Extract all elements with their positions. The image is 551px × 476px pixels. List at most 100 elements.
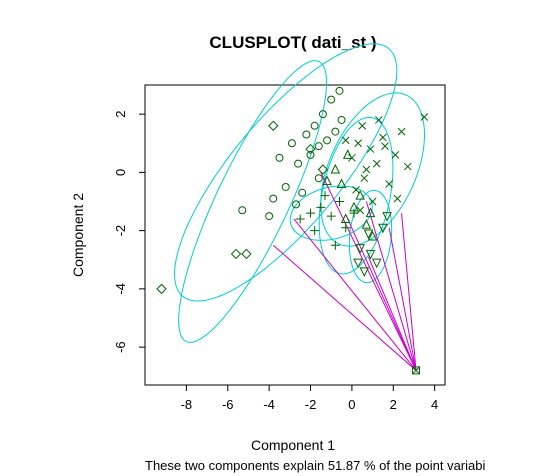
point-c1-19	[314, 142, 323, 151]
point-c6-6	[365, 249, 376, 260]
point-c1-20	[292, 200, 301, 209]
x-tick-label: -8	[181, 397, 193, 412]
y-axis: -6 -4 -2 0 2	[113, 111, 146, 353]
point-c1-10	[318, 110, 327, 119]
cluster-ellipse-3	[320, 92, 426, 247]
y-axis-label: Component 2	[70, 193, 86, 277]
cluster-ellipse-1	[173, 43, 398, 302]
point-c5-4	[326, 211, 336, 221]
point-c3-14	[374, 116, 383, 124]
point-c5-8	[310, 226, 320, 236]
cluster-ellipse-4	[318, 116, 394, 275]
point-c2-4	[268, 120, 279, 131]
point-c3-8	[391, 151, 400, 159]
point-c1-8	[310, 121, 319, 130]
point-c3-6	[379, 133, 387, 142]
point-c4-7	[367, 230, 378, 241]
point-c1-3	[287, 139, 296, 148]
data-points	[156, 86, 429, 375]
distance-line-2	[293, 218, 417, 371]
point-c5-9	[330, 240, 340, 250]
point-c2-3	[241, 248, 252, 260]
point-c2-6	[317, 164, 329, 175]
cluster-distance-lines	[272, 172, 417, 371]
point-c3-2	[354, 139, 362, 148]
y-tick-label: -4	[113, 283, 128, 295]
point-c3-16	[341, 136, 350, 145]
point-c3-13	[368, 197, 377, 206]
point-c5-6	[341, 223, 351, 233]
point-c5-5	[334, 197, 344, 207]
point-c4-5	[355, 190, 365, 200]
point-c4-8	[322, 175, 332, 186]
point-c3-15	[362, 165, 371, 174]
x-tick-label: 0	[348, 397, 355, 412]
point-c1-13	[331, 127, 340, 136]
point-c1-15	[337, 115, 346, 124]
distance-line-3	[320, 172, 417, 371]
point-c6-3	[371, 258, 382, 269]
point-c5-2	[306, 208, 316, 218]
y-tick-label: 0	[113, 169, 128, 176]
point-c1-11	[323, 136, 332, 145]
point-c1-12	[327, 95, 336, 104]
point-c4-6	[361, 219, 372, 229]
point-c3-9	[397, 127, 406, 136]
point-c3-7	[385, 180, 393, 188]
cluster-ellipse-6	[348, 189, 393, 284]
point-c1-16	[269, 194, 278, 203]
point-c1-7	[306, 150, 315, 159]
point-c2-5	[305, 143, 316, 155]
point-c4-1	[330, 163, 341, 174]
point-c4-3	[342, 149, 353, 159]
point-c6-8	[353, 258, 363, 269]
cluster-ellipse-2	[178, 60, 328, 343]
point-c1-5	[298, 188, 307, 197]
point-c4-10	[365, 207, 376, 218]
point-c1-4	[294, 159, 303, 168]
point-c3-17	[381, 142, 389, 151]
point-c2-2	[230, 248, 242, 260]
distance-line-7	[388, 227, 417, 371]
chart-subtitle: These two components explain 51.87 % of …	[145, 458, 485, 473]
point-c3-19	[420, 113, 429, 121]
chart-title: CLUSPLOT( dati_st )	[209, 33, 376, 52]
point-c6-4	[359, 267, 370, 278]
y-tick-label: -6	[113, 341, 128, 353]
point-c3-4	[366, 145, 375, 153]
point-c1-14	[335, 86, 344, 95]
x-tick-label: -6	[222, 397, 234, 412]
distance-line-1	[272, 244, 417, 371]
point-c1-2	[281, 182, 290, 191]
point-c1-18	[238, 206, 247, 215]
point-c6-2	[363, 229, 374, 240]
x-tick-label: -4	[263, 397, 275, 412]
point-c1-9	[314, 174, 323, 183]
point-c6-7	[382, 212, 392, 222]
x-axis-label: Component 1	[251, 437, 335, 453]
point-c2-1	[156, 283, 167, 295]
x-axis: -8 -6 -4 -2 0 2 4	[181, 384, 438, 412]
point-c5-7	[349, 208, 359, 218]
point-c3-18	[393, 194, 402, 203]
y-tick-label: 2	[113, 111, 128, 118]
point-c3-11	[352, 186, 360, 194]
point-c1-6	[302, 130, 311, 139]
point-c5-3	[316, 202, 326, 212]
distance-line-8	[401, 213, 417, 371]
distance-line-6	[365, 201, 417, 371]
point-c3-5	[372, 159, 381, 168]
point-c5-1	[295, 214, 305, 224]
point-c1-17	[265, 212, 274, 221]
y-tick-label: -2	[113, 225, 128, 237]
point-c4-9	[340, 213, 351, 223]
x-tick-label: 4	[431, 397, 438, 412]
x-tick-label: -2	[305, 397, 317, 412]
point-c7-1	[412, 366, 421, 375]
distance-line-4	[347, 218, 417, 371]
x-tick-label: 2	[390, 397, 397, 412]
point-c6-5	[378, 223, 388, 234]
point-c4-2	[336, 178, 347, 189]
point-c1-1	[275, 153, 284, 162]
